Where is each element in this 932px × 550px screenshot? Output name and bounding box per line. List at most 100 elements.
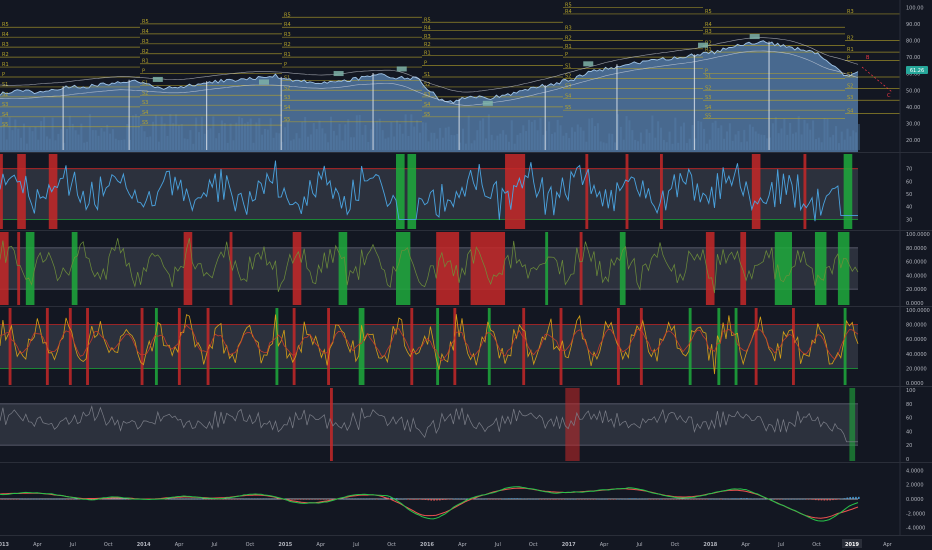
stochastic-k-line xyxy=(0,314,859,375)
pivot-label: S3 xyxy=(705,95,711,101)
pivot-label: S2 xyxy=(284,85,290,91)
time-axis-label: Apr xyxy=(33,542,43,548)
rsi-axis-label: 30 xyxy=(906,217,912,223)
rsi-band xyxy=(0,168,858,220)
pivot-label: R1 xyxy=(847,47,854,53)
rsi-signal-zone xyxy=(48,154,58,229)
pivot-label: P xyxy=(847,55,850,61)
pivot-label: R2 xyxy=(705,40,712,46)
pivot-label: S2 xyxy=(565,74,571,80)
time-axis-label: Apr xyxy=(458,542,468,548)
oscillator-panel[interactable] xyxy=(0,388,858,461)
macd-histogram-bar xyxy=(507,498,510,499)
pivot-label: S4 xyxy=(142,110,148,116)
pivot-label: R2 xyxy=(142,49,149,55)
pivot-label: S3 xyxy=(284,95,290,101)
pivot-label: S4 xyxy=(424,102,430,108)
pivot-label: R3 xyxy=(705,29,712,35)
pivot-label: S4 xyxy=(2,112,8,118)
stoch-signal-zone xyxy=(68,308,72,385)
mfi-axis-label: 80.0000 xyxy=(906,246,927,252)
pivot-label: R3 xyxy=(284,32,291,38)
pivot-label: S2 xyxy=(2,92,8,98)
rsi-panel[interactable] xyxy=(0,154,858,229)
mfi-signal-zone xyxy=(396,232,411,305)
pivot-label: R4 xyxy=(2,32,9,38)
macd-histogram-bar xyxy=(843,498,846,499)
rsi-signal-zone xyxy=(17,154,26,229)
pivot-label: R5 xyxy=(2,22,9,28)
stoch-axis-label: 60.0000 xyxy=(906,337,927,343)
wave-label-c: C xyxy=(887,93,891,99)
macd-histogram-bar xyxy=(111,498,114,499)
wave-projection-line xyxy=(861,66,893,93)
macd-panel[interactable] xyxy=(0,486,860,522)
macd-histogram-bar xyxy=(832,499,834,501)
price-axis-label: 70.00 xyxy=(906,55,920,61)
pivot-label: S1 xyxy=(284,75,290,81)
stoch-signal-zone xyxy=(717,308,721,385)
rsi-signal-zone xyxy=(396,154,405,229)
macd-histogram-bar xyxy=(849,497,851,499)
pivot-label: S2 xyxy=(424,82,430,88)
stochastic-panel[interactable] xyxy=(0,308,859,385)
time-axis-label: Jul xyxy=(352,542,359,548)
macd-histogram-bar xyxy=(743,498,745,499)
macd-histogram-bar xyxy=(416,499,418,500)
swing-point-tag xyxy=(482,100,493,106)
pivot-label: P xyxy=(705,69,708,75)
time-axis[interactable]: 2013 Apr Jul Oct 2014 Apr Jul Oct 2015 Apr Jul Oct 2… xyxy=(0,539,893,548)
time-axis-label: Oct xyxy=(104,542,113,548)
macd-histogram-bar xyxy=(456,498,458,499)
swing-point-tag xyxy=(152,76,163,82)
time-axis-label: 2019 xyxy=(845,542,859,548)
osc-signal-zone xyxy=(849,388,856,461)
macd-histogram-bar xyxy=(396,498,398,499)
macd-histogram-bar xyxy=(516,498,519,499)
macd-histogram-bar xyxy=(91,499,94,500)
mfi-panel[interactable] xyxy=(0,232,859,305)
price-axis-label: 40.00 xyxy=(906,105,920,111)
time-axis-label: 2014 xyxy=(137,542,151,548)
swing-point-tag xyxy=(583,61,594,67)
current-price-tag-bg xyxy=(906,66,928,74)
stoch-axis-label: 80.0000 xyxy=(906,323,927,329)
stoch-signal-zone xyxy=(154,308,158,385)
price-axis-label: 50.00 xyxy=(906,88,920,94)
pivot-label: P xyxy=(142,69,145,75)
price-axis-label: 30.00 xyxy=(906,121,920,127)
pivot-label: S2 xyxy=(847,84,853,90)
macd-histogram-bar xyxy=(433,499,435,501)
price-axis-label: 90.00 xyxy=(906,22,920,28)
price-axis[interactable]: 100.00 90.00 80.00 70.00 60.00 50.00 40.00 30.0… xyxy=(906,5,930,531)
pivot-label: R4 xyxy=(142,29,149,35)
time-axis-highlight xyxy=(842,539,862,548)
rsi-signal-zone xyxy=(843,154,853,229)
rsi-line xyxy=(0,160,858,222)
rsi-signal-zone xyxy=(803,154,807,229)
pivot-label: R5 xyxy=(284,12,291,18)
pivot-label: R1 xyxy=(424,50,431,56)
price-panel[interactable]: R5 R4 R3 R2 R1 P S1 S2 S3 S4 S5 R5 R4 R3 R2 R1 P S1 S2 S3 S4… xyxy=(0,2,900,153)
time-axis-label: Oct xyxy=(812,542,821,548)
macd-histogram-bar xyxy=(634,498,636,499)
rsi-axis-label: 60 xyxy=(906,179,912,185)
time-axis-label: Apr xyxy=(883,542,893,548)
osc-band xyxy=(0,403,858,446)
stoch-signal-zone xyxy=(522,308,526,385)
pivot-label: S5 xyxy=(2,122,8,128)
stoch-axis-label: 0.0000 xyxy=(906,381,924,387)
mfi-signal-zone xyxy=(229,232,233,305)
pivot-label: S5 xyxy=(284,117,290,123)
macd-histogram-bar xyxy=(390,497,392,499)
mfi-signal-zone xyxy=(183,232,193,305)
time-axis-label: 2013 xyxy=(0,542,9,548)
mfi-line xyxy=(0,238,859,294)
rsi-signal-zone xyxy=(407,154,417,229)
stoch-signal-zone xyxy=(843,308,847,385)
macd-histogram-bar xyxy=(829,499,831,501)
macd-histogram-bar xyxy=(826,499,829,501)
swing-point-tag xyxy=(396,66,407,72)
pivot-label: S1 xyxy=(424,72,430,78)
